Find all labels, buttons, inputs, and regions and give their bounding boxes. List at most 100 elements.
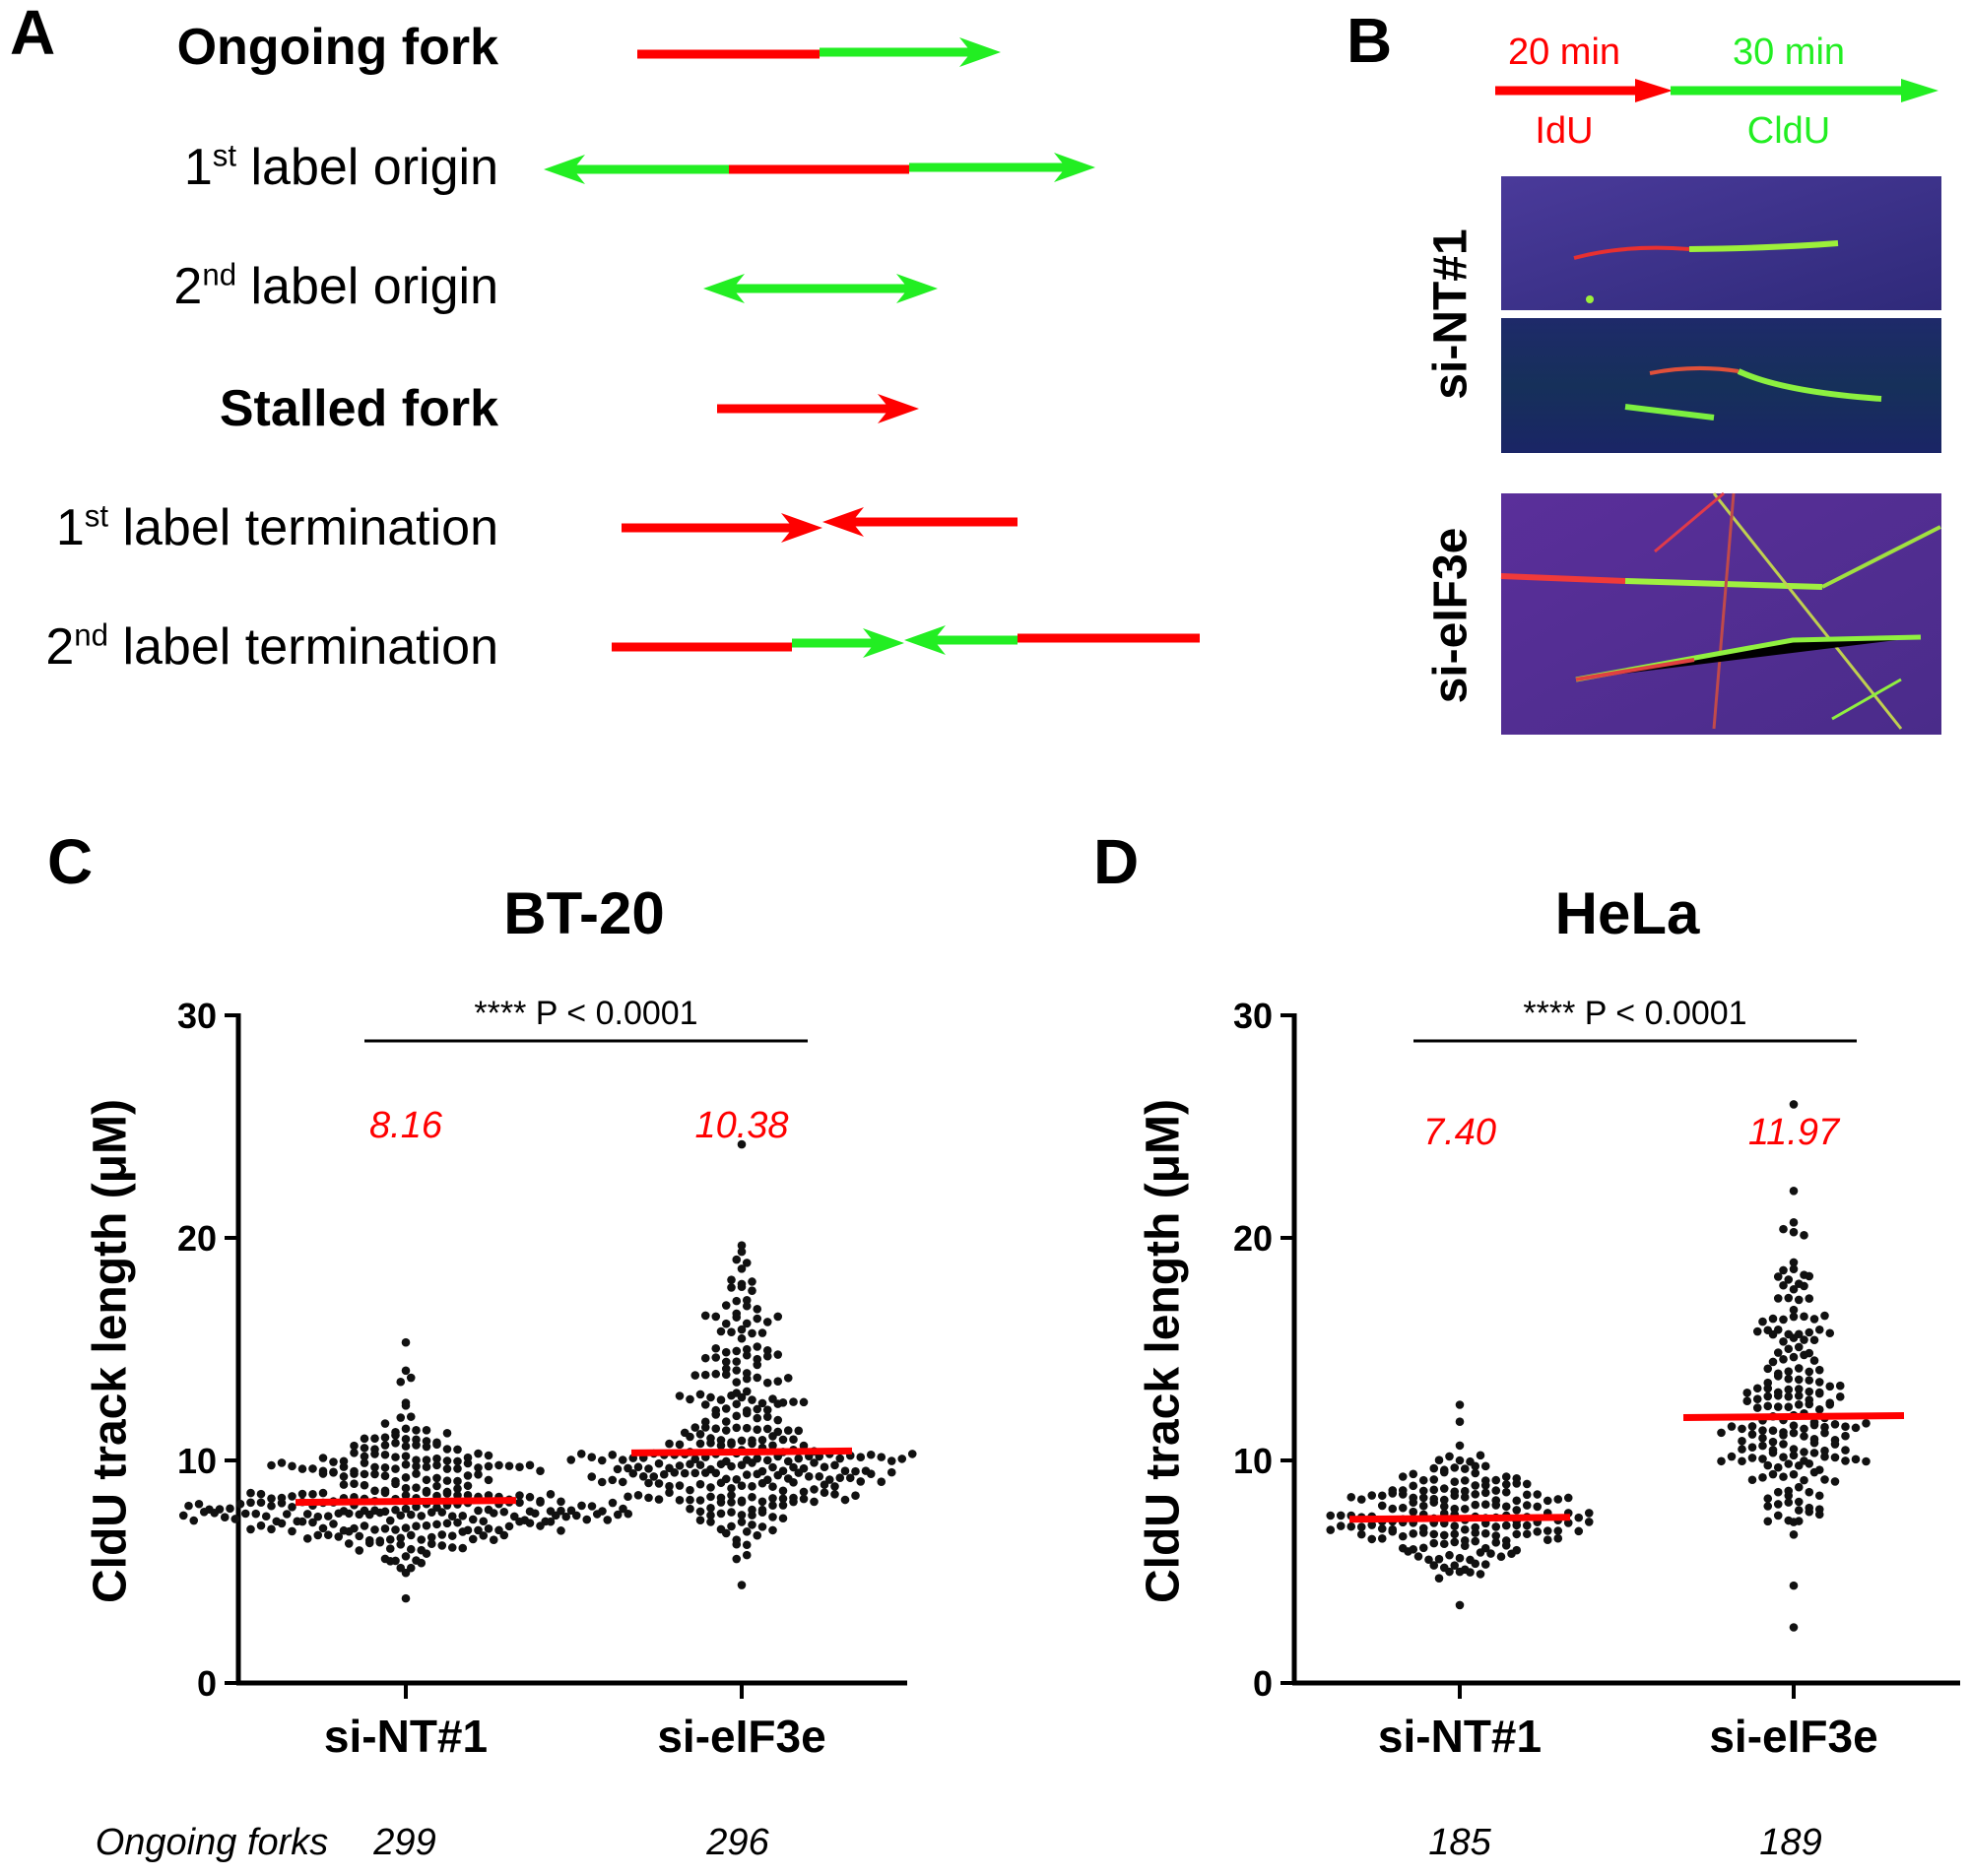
data-point	[364, 1510, 374, 1520]
data-point	[762, 1318, 772, 1326]
data-point	[1388, 1489, 1398, 1498]
data-point	[742, 1301, 752, 1311]
data-point	[1717, 1428, 1726, 1438]
data-point	[380, 1488, 390, 1498]
data-point	[753, 1425, 762, 1434]
data-point	[768, 1525, 777, 1535]
data-point	[432, 1460, 441, 1470]
label-part: 2	[45, 618, 75, 676]
data-point	[680, 1468, 690, 1478]
data-point	[297, 1489, 307, 1499]
data-point	[737, 1436, 747, 1446]
data-point	[576, 1449, 586, 1458]
data-point	[1779, 1315, 1788, 1325]
data-point	[334, 1509, 344, 1519]
data-point	[773, 1415, 783, 1425]
data-point	[1814, 1325, 1824, 1334]
data-point	[1758, 1473, 1767, 1482]
data-point	[1455, 1400, 1465, 1409]
data-point	[1460, 1476, 1470, 1485]
data-point	[1768, 1437, 1778, 1447]
data-point	[1418, 1528, 1428, 1537]
fork-type-label: Ongoing fork	[177, 18, 498, 77]
data-point	[1820, 1422, 1829, 1432]
data-point	[1522, 1501, 1532, 1510]
data-point	[1825, 1399, 1835, 1409]
data-point	[1533, 1490, 1543, 1499]
data-point	[1752, 1403, 1762, 1412]
label-part: label origin	[236, 258, 498, 315]
data-point	[1471, 1536, 1480, 1546]
data-point	[721, 1528, 731, 1538]
data-point	[458, 1527, 468, 1536]
data-point	[654, 1479, 664, 1488]
data-point	[1413, 1552, 1423, 1561]
data-point	[706, 1439, 715, 1448]
data-point	[1398, 1472, 1408, 1481]
fiber-images	[1495, 79, 1941, 735]
data-point	[1773, 1272, 1783, 1281]
data-point	[422, 1488, 431, 1497]
data-point	[727, 1461, 736, 1471]
data-point	[1450, 1537, 1460, 1547]
data-point	[1747, 1454, 1757, 1462]
data-point	[344, 1526, 354, 1536]
data-point	[396, 1377, 406, 1387]
data-point	[748, 1458, 756, 1467]
data-point	[727, 1498, 736, 1507]
data-point	[1418, 1543, 1428, 1553]
data-point	[1763, 1517, 1773, 1526]
data-point	[484, 1461, 493, 1471]
data-point	[773, 1399, 783, 1408]
data-point	[1809, 1467, 1819, 1477]
data-point	[690, 1468, 700, 1478]
data-point	[742, 1350, 752, 1360]
data-point	[695, 1479, 705, 1489]
data-point	[210, 1509, 220, 1518]
data-point	[778, 1501, 788, 1510]
data-point	[417, 1512, 427, 1520]
data-point	[1388, 1526, 1398, 1536]
data-point	[1491, 1522, 1501, 1531]
data-point	[644, 1464, 653, 1473]
data-point	[1424, 1555, 1433, 1565]
data-point	[246, 1524, 255, 1534]
data-point	[1784, 1498, 1794, 1507]
data-point	[1800, 1335, 1808, 1344]
data-point	[370, 1525, 379, 1534]
data-point	[732, 1378, 742, 1387]
fork-type-label: 1st label termination	[56, 498, 498, 557]
data-point	[748, 1439, 756, 1449]
data-point	[1409, 1469, 1418, 1479]
data-point	[592, 1510, 602, 1519]
data-point	[1825, 1328, 1835, 1338]
data-point	[732, 1296, 742, 1306]
data-point	[1501, 1502, 1511, 1512]
data-point	[1450, 1561, 1460, 1570]
data-point	[1507, 1549, 1516, 1559]
data-point	[1825, 1382, 1835, 1391]
data-point	[1773, 1372, 1783, 1381]
data-point	[1809, 1315, 1819, 1324]
data-point	[1563, 1519, 1573, 1527]
data-point	[1377, 1533, 1387, 1543]
data-point	[773, 1350, 783, 1359]
data-point	[1501, 1480, 1511, 1489]
data-point	[711, 1369, 721, 1379]
data-point	[727, 1491, 736, 1500]
data-point	[587, 1502, 597, 1511]
data-point	[401, 1568, 411, 1578]
data-point	[474, 1463, 483, 1472]
data-point	[716, 1509, 726, 1519]
data-point	[1789, 1352, 1799, 1362]
data-point	[1841, 1431, 1850, 1441]
y-tick-label: 20	[1233, 1218, 1273, 1259]
fork-diagram	[544, 37, 1200, 658]
data-point	[799, 1494, 809, 1504]
data-point	[742, 1540, 752, 1550]
data-point	[700, 1370, 710, 1380]
data-point	[1851, 1423, 1861, 1433]
data-point	[748, 1328, 756, 1338]
data-point	[582, 1515, 592, 1524]
